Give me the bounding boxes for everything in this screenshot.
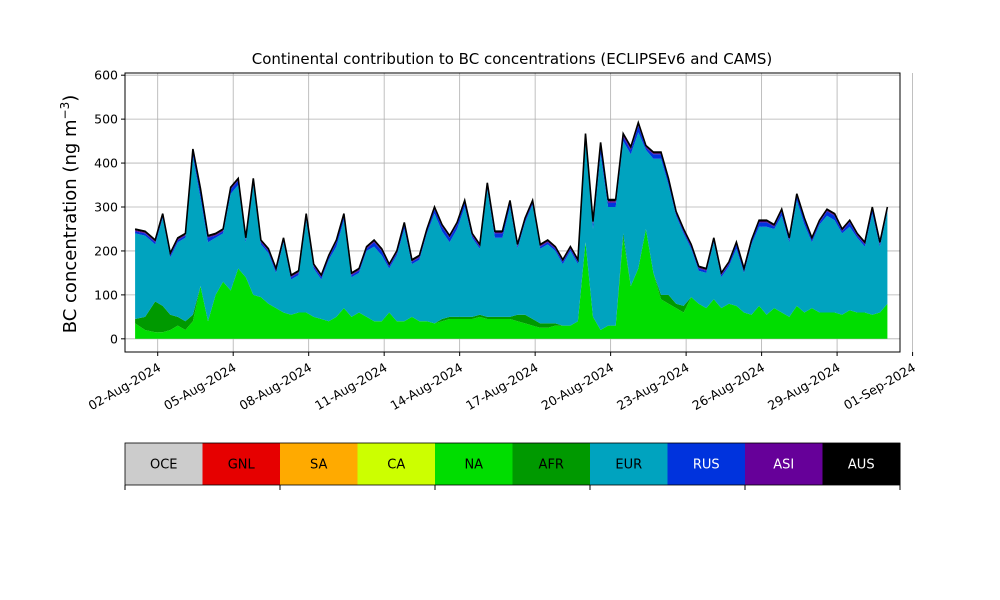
x-tick-label: 05-Aug-2024 (161, 360, 239, 413)
x-tick-label: 14-Aug-2024 (388, 360, 466, 413)
y-tick-label: 200 (94, 243, 118, 258)
y-axis-label-superscript: −3 (58, 102, 72, 120)
total-concentration-line (134, 119, 889, 277)
y-axis: 0 100 200 300 400 500 600 (94, 68, 125, 346)
legend-label-oce: OCE (150, 458, 178, 473)
x-tick-label: 11-Aug-2024 (312, 360, 390, 413)
total-outline-layer (134, 119, 889, 277)
area-series-eur (135, 132, 888, 330)
legend-label-afr: AFR (539, 458, 564, 473)
y-tick-label: 0 (110, 331, 118, 346)
y-axis-label: BC concentration (ng m−3) (58, 95, 81, 334)
y-axis-label-text: BC concentration (ng m (60, 119, 81, 333)
y-tick-label: 400 (94, 156, 118, 171)
plot-frame (124, 72, 901, 353)
legend-swatch-eur (590, 443, 668, 485)
legend-label-asi: ASI (773, 458, 794, 473)
legend-label-eur: EUR (615, 458, 642, 473)
legend-swatch-oce (125, 443, 203, 485)
legend-swatch-gnl (202, 443, 281, 485)
legend-swatch-aus (822, 443, 901, 485)
x-tick-label: 26-Aug-2024 (690, 360, 768, 413)
x-tick-label: 17-Aug-2024 (463, 360, 541, 413)
legend-colorbar: OCE GNL SA CA NA AFR EUR RUS ASI AUS (124, 442, 901, 490)
legend-swatch-ca (357, 443, 436, 485)
legend-label-ca: CA (387, 458, 405, 473)
x-tick-label: 23-Aug-2024 (614, 360, 692, 413)
legend-swatch-asi (745, 443, 823, 485)
y-tick-label: 100 (94, 287, 118, 302)
x-tick-label: 08-Aug-2024 (237, 360, 315, 413)
x-tick-label: 29-Aug-2024 (765, 360, 843, 413)
x-tick-label: 20-Aug-2024 (539, 360, 617, 413)
legend-swatch-rus (667, 443, 746, 485)
legend-label-rus: RUS (693, 458, 720, 473)
legend-frame (124, 442, 901, 486)
x-axis: 02-Aug-202405-Aug-202408-Aug-202411-Aug-… (86, 352, 918, 413)
legend-label-aus: AUS (848, 458, 875, 473)
y-tick-label: 600 (94, 68, 118, 83)
legend-label-na: NA (464, 458, 483, 473)
legend-swatch-afr (512, 443, 591, 485)
x-tick-label: 02-Aug-2024 (86, 360, 164, 413)
stacked-area-layer (135, 122, 888, 339)
y-tick-label: 500 (94, 112, 118, 127)
area-series-na (135, 229, 888, 339)
legend-swatch-sa (280, 443, 358, 485)
legend-swatch-na (435, 443, 513, 485)
y-tick-label: 300 (94, 200, 118, 215)
chart-title: Continental contribution to BC concentra… (252, 50, 773, 68)
legend-label-sa: SA (310, 458, 327, 473)
x-tick-label: 01-Sep-2024 (841, 360, 918, 413)
legend-label-gnl: GNL (228, 458, 256, 473)
y-axis-label-tail: ) (60, 95, 81, 102)
